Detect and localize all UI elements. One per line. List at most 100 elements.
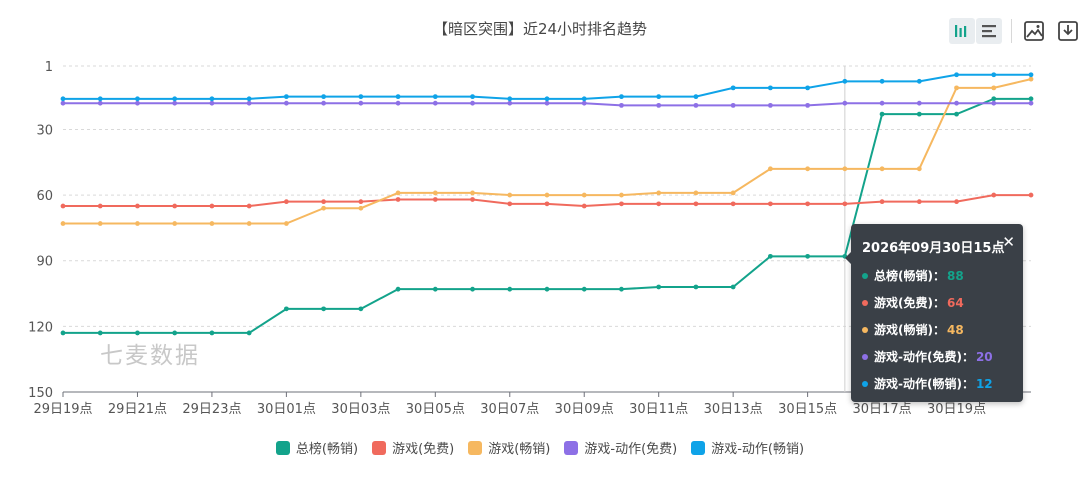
data-point[interactable] xyxy=(805,85,811,91)
data-point[interactable] xyxy=(209,100,215,106)
data-point[interactable] xyxy=(246,96,252,102)
data-point[interactable] xyxy=(97,203,103,209)
data-point[interactable] xyxy=(470,286,475,292)
data-point[interactable] xyxy=(767,253,773,259)
image-save-icon[interactable] xyxy=(1021,18,1047,44)
data-point[interactable] xyxy=(60,100,66,106)
data-point[interactable] xyxy=(916,78,922,84)
data-point[interactable] xyxy=(730,85,736,91)
data-point[interactable] xyxy=(581,286,587,292)
data-point[interactable] xyxy=(767,85,773,91)
data-point[interactable] xyxy=(693,201,699,207)
download-icon[interactable] xyxy=(1055,18,1080,44)
data-point[interactable] xyxy=(209,203,215,209)
data-point[interactable] xyxy=(730,102,736,108)
data-point[interactable] xyxy=(581,100,587,106)
data-point[interactable] xyxy=(507,286,513,292)
data-point[interactable] xyxy=(321,100,327,106)
data-point[interactable] xyxy=(916,166,922,172)
data-point[interactable] xyxy=(395,94,401,100)
data-point[interactable] xyxy=(879,78,885,84)
data-point[interactable] xyxy=(805,102,811,108)
data-point[interactable] xyxy=(916,199,922,205)
data-point[interactable] xyxy=(767,201,773,207)
data-point[interactable] xyxy=(1028,72,1034,78)
data-point[interactable] xyxy=(954,111,959,117)
data-point[interactable] xyxy=(97,96,103,102)
data-point[interactable] xyxy=(209,330,215,336)
data-point[interactable] xyxy=(172,330,178,336)
data-point[interactable] xyxy=(321,306,327,312)
data-point[interactable] xyxy=(432,100,438,106)
data-point[interactable] xyxy=(581,203,587,209)
data-point[interactable] xyxy=(470,94,475,100)
close-icon[interactable]: ✕ xyxy=(1002,233,1015,251)
data-point[interactable] xyxy=(656,102,662,108)
data-point[interactable] xyxy=(991,72,997,78)
data-point[interactable] xyxy=(321,94,327,100)
data-point[interactable] xyxy=(97,330,103,336)
data-point[interactable] xyxy=(283,221,289,226)
data-point[interactable] xyxy=(283,199,289,205)
data-point[interactable] xyxy=(135,100,140,106)
data-point[interactable] xyxy=(507,201,513,207)
legend-item[interactable]: 总榜(畅销) xyxy=(275,438,358,457)
data-point[interactable] xyxy=(693,190,699,196)
data-point[interactable] xyxy=(730,201,736,207)
data-point[interactable] xyxy=(209,221,215,226)
data-point[interactable] xyxy=(321,205,327,211)
data-point[interactable] xyxy=(135,96,140,102)
data-point[interactable] xyxy=(842,166,848,172)
data-point[interactable] xyxy=(842,100,848,106)
data-point[interactable] xyxy=(693,94,699,100)
data-point[interactable] xyxy=(619,201,624,207)
series-line-4[interactable] xyxy=(63,73,1031,100)
data-point[interactable] xyxy=(730,190,736,196)
data-point[interactable] xyxy=(805,253,811,259)
data-point[interactable] xyxy=(619,94,624,100)
data-point[interactable] xyxy=(581,192,587,198)
data-point[interactable] xyxy=(544,96,550,102)
data-point[interactable] xyxy=(395,100,401,106)
data-point[interactable] xyxy=(619,102,624,108)
data-point[interactable] xyxy=(656,201,662,207)
data-point[interactable] xyxy=(358,205,364,211)
data-point[interactable] xyxy=(1028,192,1034,198)
data-point[interactable] xyxy=(172,203,178,209)
data-point[interactable] xyxy=(135,221,140,226)
data-point[interactable] xyxy=(172,96,178,102)
data-point[interactable] xyxy=(581,96,587,102)
data-point[interactable] xyxy=(283,100,289,106)
data-point[interactable] xyxy=(1028,100,1034,106)
data-point[interactable] xyxy=(1028,76,1034,82)
data-point[interactable] xyxy=(544,201,550,207)
data-point[interactable] xyxy=(97,221,103,226)
data-point[interactable] xyxy=(842,78,848,84)
data-point[interactable] xyxy=(358,94,364,100)
data-point[interactable] xyxy=(60,221,66,226)
data-point[interactable] xyxy=(991,85,997,91)
data-point[interactable] xyxy=(879,199,885,205)
data-point[interactable] xyxy=(879,166,885,172)
data-point[interactable] xyxy=(544,286,550,292)
data-point[interactable] xyxy=(246,330,252,336)
data-point[interactable] xyxy=(395,190,401,196)
data-point[interactable] xyxy=(283,306,289,312)
data-point[interactable] xyxy=(954,199,959,205)
data-point[interactable] xyxy=(656,284,662,290)
data-point[interactable] xyxy=(656,94,662,100)
data-point[interactable] xyxy=(991,96,997,102)
data-point[interactable] xyxy=(358,306,364,312)
data-point[interactable] xyxy=(991,192,997,198)
data-point[interactable] xyxy=(842,201,848,207)
data-point[interactable] xyxy=(619,286,624,292)
data-point[interactable] xyxy=(544,192,550,198)
data-point[interactable] xyxy=(470,197,475,202)
data-point[interactable] xyxy=(693,284,699,290)
data-point[interactable] xyxy=(60,96,66,102)
data-point[interactable] xyxy=(395,286,401,292)
data-point[interactable] xyxy=(470,190,475,196)
data-point[interactable] xyxy=(283,94,289,100)
data-point[interactable] xyxy=(507,192,513,198)
list-icon[interactable] xyxy=(976,18,1002,44)
